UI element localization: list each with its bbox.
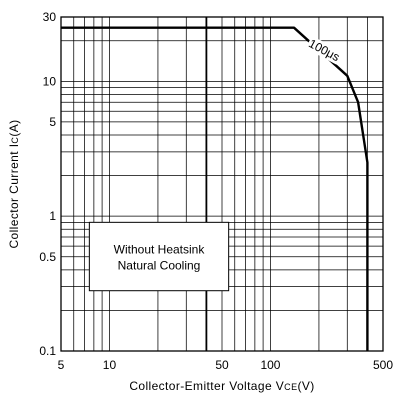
y-axis-title-main: Collector Current I <box>7 144 21 249</box>
y-tick-label: 0.1 <box>39 344 56 358</box>
y-tick-labels: 0.1 0.5 1 5 10 30 <box>39 10 56 358</box>
note-box-line-2: Natural Cooling <box>118 259 201 273</box>
series-layer <box>61 26 369 351</box>
y-tick-label: 1 <box>49 209 56 223</box>
x-axis-title-unit: (V) <box>297 379 314 393</box>
y-axis-title: Collector Current IC(A) <box>7 119 21 248</box>
x-axis-title: Collector-Emitter Voltage VCE(V) <box>129 379 314 393</box>
x-axis-title-sub: CE <box>284 382 297 392</box>
x-tick-label: 100 <box>260 358 280 372</box>
series-line <box>61 26 369 351</box>
y-tick-label: 0.5 <box>39 250 56 264</box>
annotation-layer: 100μs <box>305 35 343 65</box>
grid-layer <box>61 17 383 351</box>
note-box: Without Heatsink Natural Cooling <box>88 221 230 292</box>
x-tick-labels: 5 10 50 100 500 <box>58 358 394 372</box>
annotation-background <box>305 35 343 65</box>
y-axis-title-sub: C <box>10 137 20 144</box>
x-axis-title-main: Collector-Emitter Voltage V <box>129 379 284 393</box>
y-tick-label: 30 <box>43 10 57 24</box>
x-tick-label: 5 <box>58 358 65 372</box>
note-box-frame <box>88 221 230 292</box>
y-tick-label: 10 <box>43 74 57 88</box>
plot-frame <box>60 16 384 352</box>
x-tick-label: 500 <box>373 358 393 372</box>
x-tick-label: 50 <box>215 358 229 372</box>
y-axis-title-unit: (A) <box>7 119 21 136</box>
y-tick-label: 5 <box>49 115 56 129</box>
x-tick-label: 10 <box>103 358 117 372</box>
note-box-line-1: Without Heatsink <box>114 243 206 257</box>
